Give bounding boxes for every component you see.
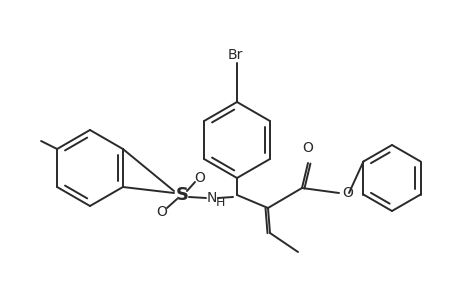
- Text: O: O: [156, 205, 167, 219]
- Text: O: O: [341, 186, 352, 200]
- Text: O: O: [302, 141, 313, 155]
- Text: N: N: [207, 191, 217, 205]
- Text: Br: Br: [227, 48, 242, 62]
- Text: S: S: [175, 186, 188, 204]
- Text: H: H: [215, 196, 224, 208]
- Text: O: O: [194, 171, 205, 185]
